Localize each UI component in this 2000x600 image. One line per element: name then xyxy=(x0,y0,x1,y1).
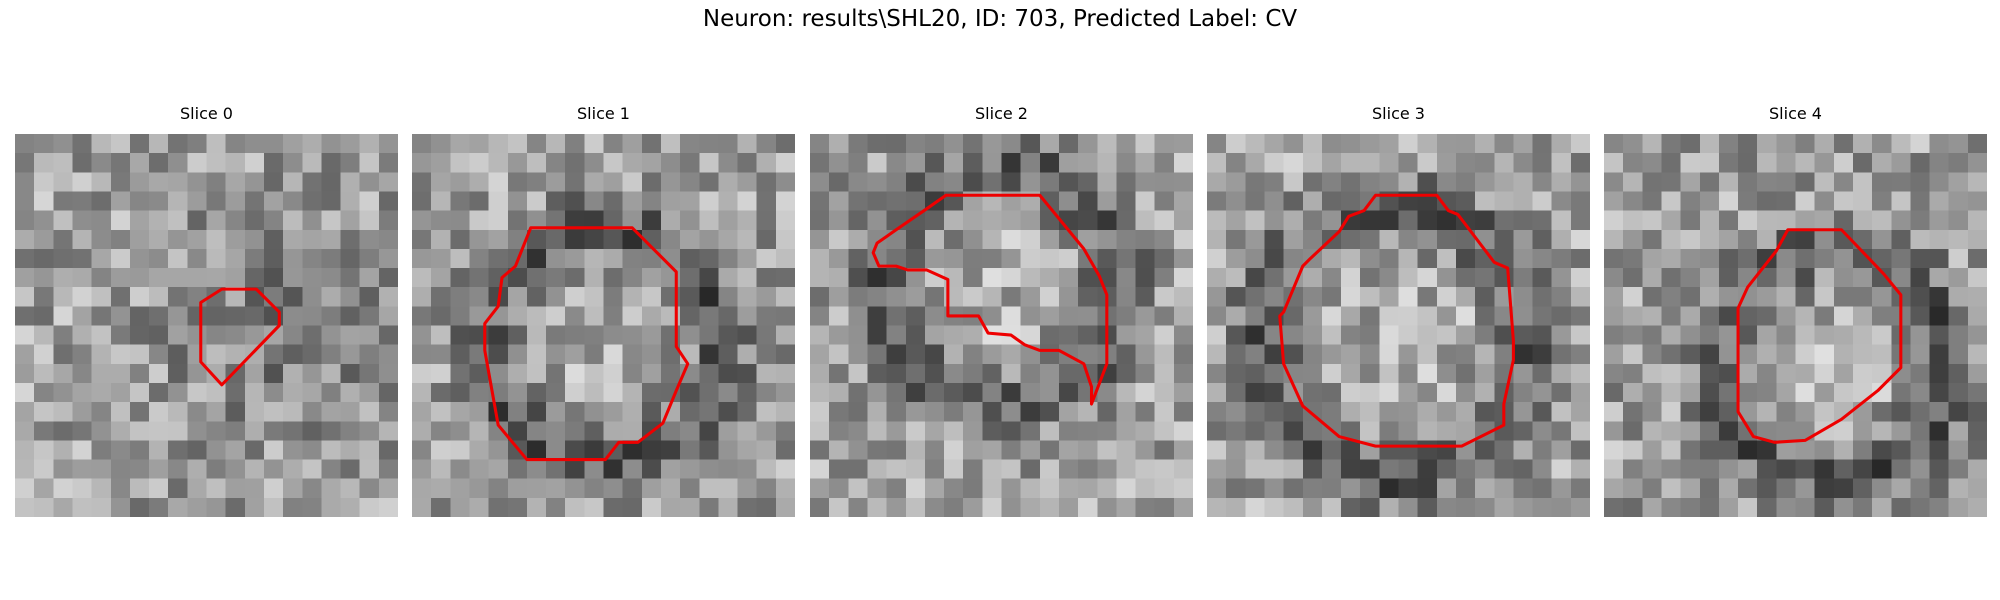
slice-title: Slice 4 xyxy=(1769,104,1822,123)
segmentation-contour xyxy=(483,226,690,462)
slice-image xyxy=(15,134,398,517)
grayscale-tiles xyxy=(412,134,795,517)
slice-title: Slice 2 xyxy=(975,104,1028,123)
segmentation-contour xyxy=(1278,193,1515,448)
slice-image xyxy=(1207,134,1590,517)
slice-title: Slice 0 xyxy=(180,104,233,123)
slice-image xyxy=(810,134,1193,517)
grayscale-tiles xyxy=(15,134,398,517)
figure-title: Neuron: results\SHL20, ID: 703, Predicte… xyxy=(702,6,1298,32)
grayscale-tiles xyxy=(810,134,1193,517)
slice-image xyxy=(1604,134,1987,517)
segmentation-contour xyxy=(1736,228,1903,444)
segmentation-contour xyxy=(199,287,281,387)
grayscale-tiles xyxy=(1604,134,1987,517)
slice-title: Slice 3 xyxy=(1372,104,1425,123)
slice-title: Slice 1 xyxy=(577,104,630,123)
segmentation-contour xyxy=(871,193,1109,406)
grayscale-tiles xyxy=(1207,134,1590,517)
slice-image xyxy=(412,134,795,517)
